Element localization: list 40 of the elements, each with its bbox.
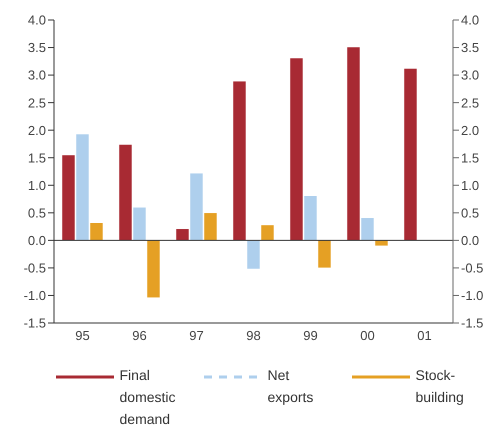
y2-tick-label: 1.5	[461, 150, 480, 166]
bar	[260, 224, 274, 241]
x-tick-label: 00	[360, 328, 375, 344]
y-tick-label: 1.0	[28, 178, 46, 193]
x-tick-label: 95	[75, 328, 90, 344]
y2-tick-label: -1.0	[461, 288, 484, 304]
y2-tick-label: 1.0	[461, 178, 480, 193]
y-tick-label: -0.5	[24, 260, 46, 276]
bar	[318, 240, 332, 268]
y2-tick-label: 4.0	[461, 12, 480, 28]
bar	[404, 68, 418, 241]
x-tick-label: 97	[189, 328, 204, 344]
y-tick-label: 3.5	[28, 40, 46, 56]
y2-tick-label: 3.5	[461, 40, 480, 56]
y-tick-label: 2.5	[28, 95, 46, 110]
x-tick-label: 98	[246, 328, 261, 344]
y2-tick-label: 3.0	[461, 68, 480, 83]
y-tick-label: 4.0	[28, 12, 46, 28]
y2-tick-label: 0.5	[461, 205, 480, 220]
y2-tick-label: 2.5	[461, 95, 480, 110]
y-tick-label: 2.0	[28, 122, 46, 138]
y-tick-label: -1.0	[24, 288, 46, 304]
y-tick-label: 0.5	[28, 205, 46, 220]
y-tick-label: 1.5	[28, 150, 46, 166]
y2-tick-label: 0.0	[461, 232, 480, 248]
bar	[232, 80, 246, 241]
x-tick-label: 01	[417, 328, 432, 344]
y-tick-label: 3.0	[28, 68, 46, 83]
legend-label: Stock-building	[416, 366, 465, 407]
bar	[146, 240, 160, 298]
y-tick-label: -1.5	[24, 316, 46, 331]
y-tick-label: 0.0	[28, 232, 46, 248]
legend-label: Net exports	[268, 366, 314, 407]
bar	[246, 240, 260, 270]
x-tick-label: 99	[303, 328, 318, 344]
y2-tick-label: -0.5	[461, 260, 484, 276]
y2-tick-label: 2.0	[461, 122, 480, 138]
legend-label: Final domestic demand	[120, 366, 177, 429]
y2-tick-label: -1.5	[461, 316, 484, 331]
x-tick-label: 96	[132, 328, 147, 344]
